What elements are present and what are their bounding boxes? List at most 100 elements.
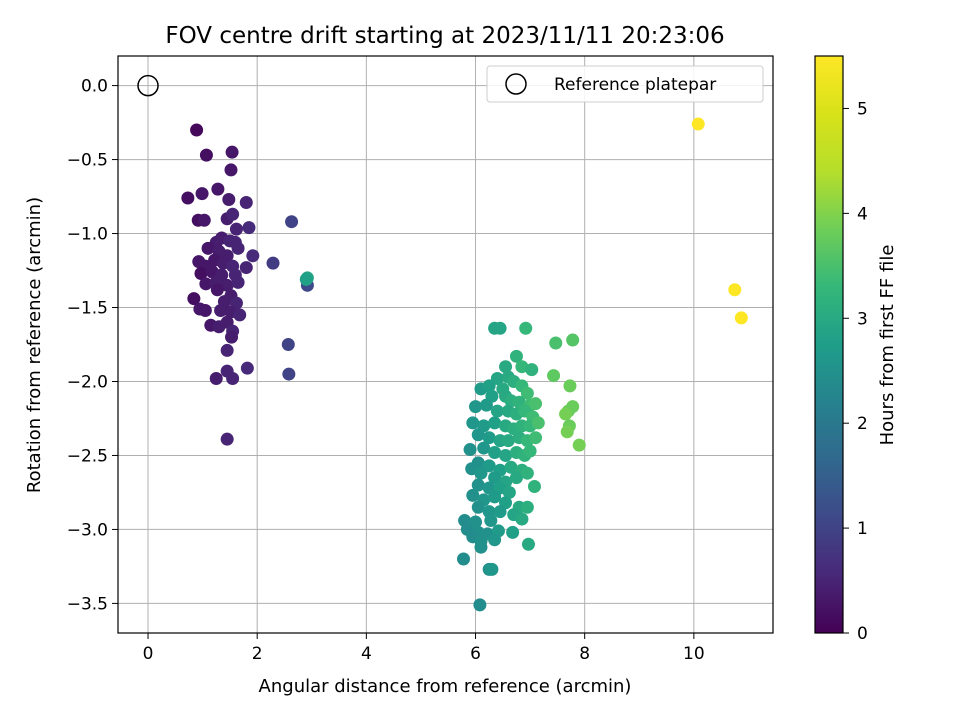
data-point [229,222,243,236]
data-point [515,360,529,374]
data-point [473,598,487,612]
data-point [485,562,499,576]
data-point [211,182,225,196]
data-point [199,277,213,291]
colorbar-tick-label: 5 [857,99,868,119]
data-point [734,311,748,325]
data-point [214,303,228,317]
data-point [547,369,561,383]
y-tick-label: −1.0 [67,225,108,245]
x-tick-label: 8 [579,644,590,664]
data-point [488,416,502,430]
chart-title: FOV centre drift starting at 2023/11/11 … [165,23,724,49]
data-point [197,213,211,227]
data-point [477,441,491,455]
data-point [240,361,254,375]
data-point [231,275,245,289]
colorbar-tick-label: 1 [857,519,868,539]
data-point [509,471,523,485]
data-point [239,261,253,275]
data-point [209,372,223,386]
data-point [220,278,234,292]
colorbar-ticks: 0 1 2 3 4 5 [843,99,868,644]
data-point [566,333,580,347]
data-point [484,514,498,528]
data-point [233,308,247,322]
data-point [521,537,535,551]
legend-marker-icon [505,73,527,95]
data-point [195,187,209,201]
data-point [523,444,537,458]
data-point [509,349,523,363]
data-point [463,443,477,457]
data-point [520,466,534,480]
data-point [222,193,236,207]
data-point [282,367,296,381]
data-point [504,460,518,474]
data-point [488,446,502,460]
data-point [199,148,213,162]
colorbar-gradient [814,55,844,634]
data-point [529,397,543,411]
data-point [469,400,483,414]
data-point [231,241,245,255]
y-tick-label: −3.0 [67,520,108,540]
y-tick-label: −3.5 [67,594,108,614]
data-point [225,145,239,159]
data-point [190,123,204,137]
data-point [299,272,313,286]
x-tick-label: 4 [361,644,372,664]
data-point [549,336,563,350]
data-point [490,404,504,418]
x-tick-label: 2 [252,644,263,664]
y-axis-label: Rotation from reference (arcmin) [24,197,45,493]
legend: Reference platepar [486,65,764,103]
data-point [457,552,471,566]
data-point [471,428,485,442]
data-point [281,338,295,351]
data-point [210,283,224,297]
data-point [226,372,240,386]
plot-area: 0 2 4 6 8 10 0.0 −0.5 −1.0 −1.5 −2.0 −2.5 −3.0 −3.5 [67,55,774,664]
data-point [493,505,507,519]
data-point [525,363,539,377]
data-point [466,488,480,502]
colorbar-tick-label: 0 [857,624,868,644]
data-point [519,321,533,335]
data-point [466,416,480,430]
plot-frame [117,55,774,634]
data-point [226,207,240,221]
data-point [187,292,201,306]
data-point [560,425,574,439]
data-point [499,360,513,374]
data-point [225,330,239,344]
y-tick-label: −2.0 [67,372,108,392]
reference-point-marker [137,74,159,97]
x-tick-label: 6 [470,644,481,664]
data-point [266,256,280,270]
data-point [572,438,586,452]
y-tick-label: 0.0 [81,77,108,97]
legend-entry-reference-platepar: Reference platepar [554,75,716,95]
data-point [520,500,534,514]
data-point [499,448,513,462]
data-point [482,379,496,393]
data-point [520,386,534,400]
colorbar-tick-label: 4 [857,204,868,224]
y-tick-label: −1.5 [67,299,108,319]
data-point [488,471,502,485]
data-point [474,466,488,480]
data-point [220,432,234,446]
data-point [691,117,705,131]
data-point [220,343,234,357]
data-points [181,117,748,612]
data-point [194,266,208,280]
data-point [198,303,212,317]
data-point [488,490,502,504]
x-tick-label: 10 [683,644,705,664]
data-point [529,431,543,445]
data-point [506,525,520,539]
data-point [479,398,493,412]
x-tick-label: 0 [143,644,154,664]
data-point [563,379,577,393]
